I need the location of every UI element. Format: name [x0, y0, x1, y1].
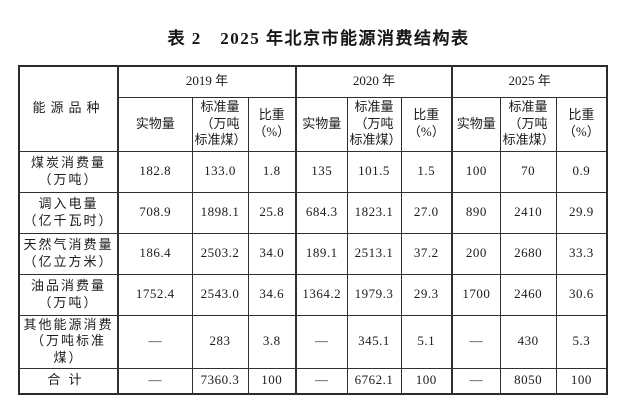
cell: 3.8	[247, 314, 297, 370]
cell: 1.5	[400, 150, 453, 193]
cell: 5.3	[555, 314, 608, 370]
cell: 186.4	[117, 232, 193, 275]
cell: 0.9	[555, 150, 608, 193]
cell: —	[295, 314, 348, 370]
row-oil: 油品消费量 （万吨） 1752.4 2543.0 34.6 1364.2 197…	[18, 273, 608, 316]
cell: 684.3	[295, 191, 348, 234]
row-label: 天然气消费量 （亿立方米）	[18, 232, 119, 275]
energy-consumption-table: 能源品种 2019 年 2020 年 2025 年 实物量 标准量 （万吨 标准…	[18, 65, 609, 395]
row-electricity: 调入电量 （亿千瓦时） 708.9 1898.1 25.8 684.3 1823…	[18, 191, 608, 234]
col-header-physical-2025: 实物量	[451, 96, 501, 152]
cell: 27.0	[400, 191, 453, 234]
cell: 37.2	[400, 232, 453, 275]
cell: —	[117, 368, 193, 395]
cell: 100	[555, 368, 608, 395]
cell: 133.0	[191, 150, 249, 193]
cell: 33.3	[555, 232, 608, 275]
cell: 1979.3	[346, 273, 402, 316]
cell: 70	[499, 150, 557, 193]
col-header-share-2019: 比重 （%）	[247, 96, 297, 152]
col-header-standard-2025: 标准量 （万吨 标准煤）	[499, 96, 557, 152]
cell: 25.8	[247, 191, 297, 234]
cell: 200	[451, 232, 501, 275]
cell: 5.1	[400, 314, 453, 370]
row-coal: 煤炭消费量 （万吨） 182.8 133.0 1.8 135 101.5 1.5…	[18, 150, 608, 193]
cell: 29.3	[400, 273, 453, 316]
cell: —	[295, 368, 348, 395]
cell: 2513.1	[346, 232, 402, 275]
cell: 182.8	[117, 150, 193, 193]
cell: 1752.4	[117, 273, 193, 316]
row-label: 其他能源消费 （万吨标准煤）	[18, 314, 119, 370]
cell: —	[117, 314, 193, 370]
cell: 1898.1	[191, 191, 249, 234]
year-header-row: 能源品种 2019 年 2020 年 2025 年	[18, 65, 608, 152]
row-other-energy: 其他能源消费 （万吨标准煤） — 283 3.8 — 345.1 5.1 — 4…	[18, 314, 608, 370]
row-natural-gas: 天然气消费量 （亿立方米） 186.4 2503.2 34.0 189.1 25…	[18, 232, 608, 275]
cell: 1700	[451, 273, 501, 316]
cell: 135	[295, 150, 348, 193]
cell: 8050	[499, 368, 557, 395]
cell: 2460	[499, 273, 557, 316]
col-header-standard-2020: 标准量 （万吨 标准煤）	[346, 96, 402, 152]
col-header-physical-2019: 实物量	[117, 96, 193, 152]
cell: 1823.1	[346, 191, 402, 234]
cell: 100	[247, 368, 297, 395]
cell: 2503.2	[191, 232, 249, 275]
cell: 345.1	[346, 314, 402, 370]
year-header-2019: 2019 年	[116, 65, 297, 98]
row-label: 调入电量 （亿千瓦时）	[18, 191, 119, 234]
row-label: 油品消费量 （万吨）	[18, 273, 119, 316]
cell: 2410	[499, 191, 557, 234]
cell: 1.8	[247, 150, 297, 193]
cell: 6762.1	[346, 368, 402, 395]
row-label: 合计	[18, 368, 119, 395]
cell: 34.0	[247, 232, 297, 275]
cell: 189.1	[295, 232, 348, 275]
cell: 708.9	[117, 191, 193, 234]
sub-header-row: 实物量 标准量 （万吨 标准煤） 比重 （%） 实物量 标准量 （万吨 标准煤）…	[19, 96, 608, 152]
table-title: 表 2 2025 年北京市能源消费结构表	[167, 29, 470, 48]
cell: 34.6	[247, 273, 297, 316]
cell: 101.5	[346, 150, 402, 193]
cell: —	[451, 368, 501, 395]
year-header-2025: 2025 年	[451, 65, 608, 98]
cell: 430	[499, 314, 557, 370]
corner-header: 能源品种	[18, 65, 119, 152]
cell: —	[451, 314, 501, 370]
col-header-physical-2020: 实物量	[295, 96, 348, 152]
row-label: 煤炭消费量 （万吨）	[18, 150, 119, 193]
cell: 100	[400, 368, 453, 395]
cell: 29.9	[555, 191, 608, 234]
cell: 2543.0	[191, 273, 249, 316]
cell: 2680	[499, 232, 557, 275]
row-total: 合计 — 7360.3 100 — 6762.1 100 — 8050 100	[18, 368, 608, 395]
cell: 890	[451, 191, 501, 234]
year-header-2020: 2020 年	[295, 65, 453, 98]
cell: 100	[451, 150, 501, 193]
cell: 283	[191, 314, 249, 370]
cell: 7360.3	[191, 368, 249, 395]
cell: 30.6	[555, 273, 608, 316]
cell: 1364.2	[295, 273, 348, 316]
col-header-share-2025: 比重 （%）	[555, 96, 608, 152]
col-header-share-2020: 比重 （%）	[400, 96, 453, 152]
col-header-standard-2019: 标准量 （万吨 标准煤）	[191, 96, 249, 152]
